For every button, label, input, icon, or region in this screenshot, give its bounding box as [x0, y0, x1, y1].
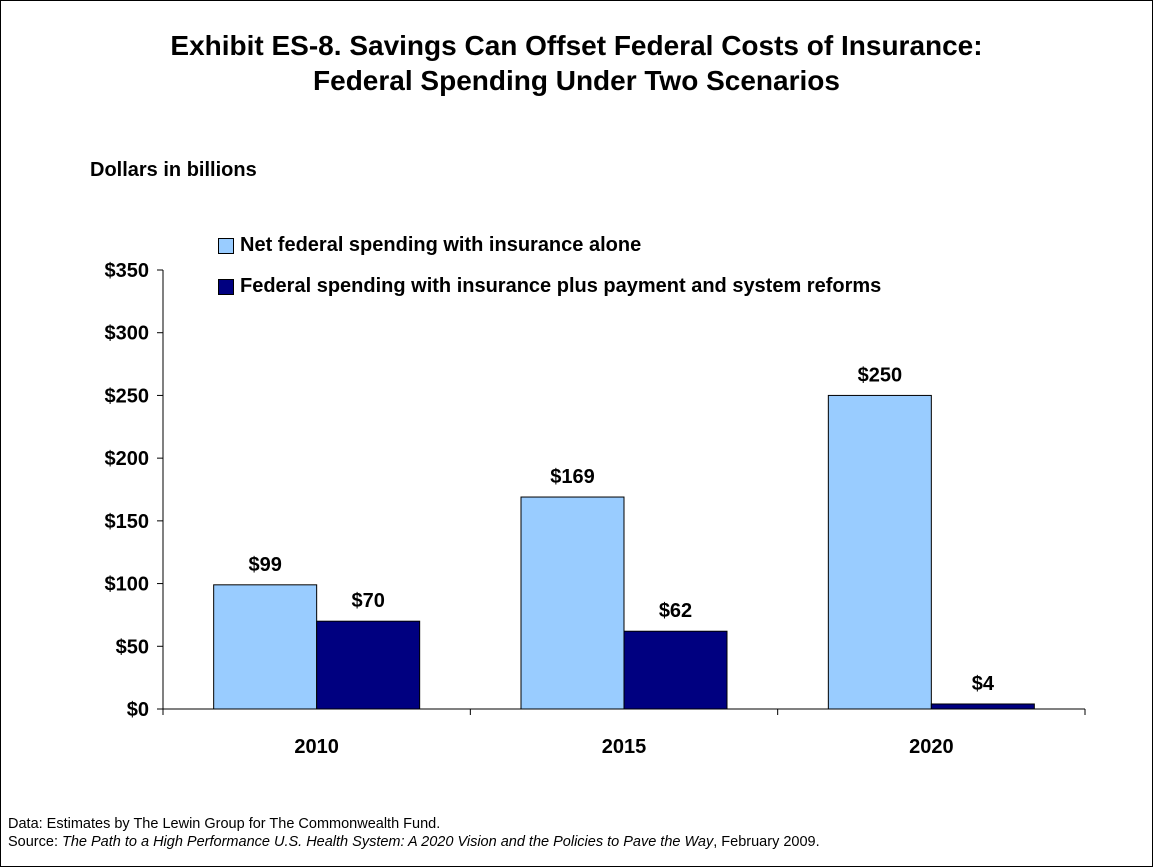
x-category-label: 2010 — [294, 736, 339, 758]
footnote-source-title: The Path to a High Performance U.S. Heal… — [62, 834, 714, 850]
y-tick-label: $50 — [116, 636, 149, 658]
footnote-source-line: Source: The Path to a High Performance U… — [8, 833, 820, 851]
chart-title-line-2: Federal Spending Under Two Scenarios — [313, 65, 840, 96]
data-label-series-1: $169 — [550, 466, 595, 488]
bar-series-2 — [930, 703, 1035, 710]
footnote-data-line: Data: Estimates by The Lewin Group for T… — [8, 816, 441, 832]
footnote-source-prefix: Source: — [8, 834, 62, 850]
y-tick-label: $100 — [105, 574, 150, 596]
legend-swatch-series-2 — [218, 278, 234, 295]
y-tick-label: $0 — [127, 699, 149, 721]
y-tick-label: $150 — [105, 511, 150, 533]
legend-item-series-1: Net federal spending with insurance alon… — [218, 234, 881, 257]
data-label-series-1: $250 — [858, 364, 903, 386]
footnote-source-suffix: , February 2009. — [713, 834, 820, 850]
data-label-series-2: $62 — [659, 600, 692, 622]
bar-series-1 — [213, 584, 318, 710]
y-tick-label: $200 — [105, 448, 150, 470]
y-tick-label: $350 — [105, 260, 150, 282]
y-tick-label: $250 — [105, 385, 150, 407]
footnote: Data: Estimates by The Lewin Group for T… — [8, 815, 820, 851]
bar-series-1 — [827, 394, 932, 710]
legend-item-series-2: Federal spending with insurance plus pay… — [218, 275, 881, 298]
data-label-series-1: $99 — [248, 554, 281, 576]
data-label-series-2: $4 — [972, 673, 995, 695]
chart-title-line-1: Exhibit ES-8. Savings Can Offset Federal… — [170, 30, 983, 61]
bar-series-2 — [623, 630, 728, 710]
x-category-label: 2020 — [909, 736, 954, 758]
chart-title: Exhibit ES-8. Savings Can Offset Federal… — [0, 28, 1153, 98]
data-label-series-2: $70 — [351, 590, 384, 612]
bar-series-2 — [316, 620, 421, 710]
chart-subtitle: Dollars in billions — [90, 159, 257, 181]
x-category-label: 2015 — [602, 736, 647, 758]
y-tick-label: $300 — [105, 323, 150, 345]
bar-series-1 — [520, 496, 625, 710]
legend-label-series-2: Federal spending with insurance plus pay… — [240, 275, 882, 297]
legend-label-series-1: Net federal spending with insurance alon… — [240, 234, 642, 256]
legend-swatch-series-1 — [218, 237, 234, 254]
legend: Net federal spending with insurance alon… — [218, 234, 881, 316]
